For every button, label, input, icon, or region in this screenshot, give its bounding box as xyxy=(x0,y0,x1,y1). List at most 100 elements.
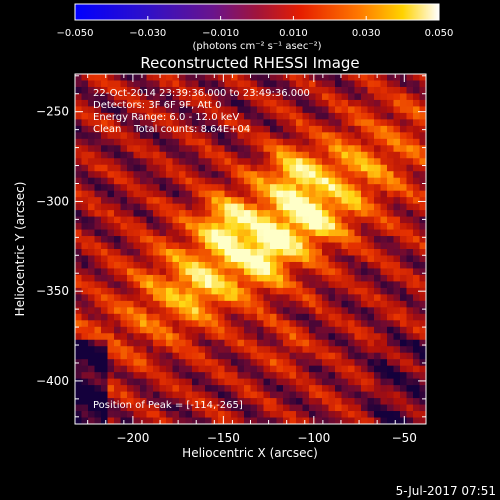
heatmap-cell xyxy=(250,255,258,263)
heatmap-cell xyxy=(159,255,167,263)
heatmap-cell xyxy=(263,261,271,270)
heatmap-cell xyxy=(374,125,382,133)
heatmap-cell xyxy=(140,74,148,82)
heatmap-cell xyxy=(354,346,362,354)
heatmap-cell xyxy=(315,346,323,354)
heatmap-cell xyxy=(335,268,343,276)
heatmap-cell xyxy=(400,294,408,302)
heatmap-cell xyxy=(419,398,426,406)
heatmap-cell xyxy=(107,313,115,321)
heatmap-cell xyxy=(257,203,265,211)
heatmap-cell xyxy=(276,80,284,88)
heatmap-cell xyxy=(250,158,258,166)
heatmap-cell xyxy=(153,242,161,250)
heatmap-cell xyxy=(302,151,310,159)
heatmap-cell xyxy=(270,398,278,406)
heatmap-cell xyxy=(237,99,245,108)
heatmap-cell xyxy=(302,398,310,406)
heatmap-cell xyxy=(302,229,310,237)
heatmap-cell xyxy=(400,216,408,224)
heatmap-cell xyxy=(335,307,343,315)
heatmap-cell xyxy=(153,398,161,406)
heatmap-cell xyxy=(322,216,330,224)
heatmap-cell xyxy=(367,255,375,263)
heatmap-cell xyxy=(94,190,102,198)
heatmap-cell xyxy=(166,378,174,386)
heatmap-cell xyxy=(107,261,115,270)
heatmap-cell xyxy=(88,151,96,159)
heatmap-cell xyxy=(127,151,135,159)
heatmap-cell xyxy=(133,80,141,88)
heatmap-cell xyxy=(231,385,239,393)
heatmap-cell xyxy=(179,112,187,120)
heatmap-cell xyxy=(231,119,239,127)
heatmap-cell xyxy=(335,216,343,224)
heatmap-cell xyxy=(166,300,174,308)
heatmap-cell xyxy=(380,210,388,218)
heatmap-cell xyxy=(322,385,330,393)
heatmap-cell xyxy=(101,158,109,166)
heatmap-cell xyxy=(393,151,401,159)
heatmap-cell xyxy=(237,132,245,140)
heatmap-cell xyxy=(322,86,330,95)
heatmap-cell xyxy=(419,313,426,321)
heatmap-cell xyxy=(179,313,187,321)
heatmap-cell xyxy=(302,99,310,108)
heatmap-cell xyxy=(315,138,323,146)
heatmap-cell xyxy=(75,307,83,315)
heatmap-cell xyxy=(348,171,356,179)
heatmap-cell xyxy=(315,229,323,237)
heatmap-cell xyxy=(328,255,336,263)
heatmap-cell xyxy=(133,99,141,108)
heatmap-cell xyxy=(205,411,213,419)
heatmap-cell xyxy=(172,287,180,295)
heatmap-cell xyxy=(159,138,167,146)
heatmap-cell xyxy=(140,190,148,198)
heatmap-cell xyxy=(270,132,278,140)
heatmap-cell xyxy=(94,203,102,211)
heatmap-cell xyxy=(250,229,258,237)
heatmap-cell xyxy=(419,378,426,386)
heatmap-cell xyxy=(361,294,369,302)
heatmap-cell xyxy=(387,158,395,166)
heatmap-cell xyxy=(237,339,245,347)
heatmap-cell xyxy=(374,138,382,146)
heatmap-cell xyxy=(361,99,369,108)
heatmap-cell xyxy=(140,391,148,399)
heatmap-cell xyxy=(114,339,122,347)
heatmap-cell xyxy=(354,352,362,360)
heatmap-cell xyxy=(354,236,362,244)
heatmap-cell xyxy=(166,268,174,276)
heatmap-cell xyxy=(211,106,219,114)
heatmap-cell xyxy=(322,398,330,406)
heatmap-cell xyxy=(231,359,239,367)
annotation-clean-counts: Clean Total counts: 8.64E+04 xyxy=(93,124,250,135)
heatmap-cell xyxy=(302,359,310,367)
heatmap-cell xyxy=(185,391,193,399)
heatmap-cell xyxy=(107,391,115,399)
heatmap-cell xyxy=(263,398,271,406)
heatmap-cell xyxy=(276,365,284,373)
heatmap-cell xyxy=(192,417,200,424)
heatmap-cell xyxy=(380,106,388,114)
heatmap-cell xyxy=(179,391,187,399)
heatmap-cell xyxy=(250,190,258,198)
heatmap-cell xyxy=(179,80,187,88)
heatmap-cell xyxy=(192,326,200,334)
heatmap-cell xyxy=(231,300,239,308)
heatmap-cell xyxy=(127,281,135,289)
heatmap-cell xyxy=(140,417,148,424)
heatmap-cell xyxy=(328,177,336,185)
heatmap-cell xyxy=(218,391,226,399)
heatmap-cell xyxy=(127,171,135,179)
heatmap-cell xyxy=(218,372,226,380)
heatmap-cell xyxy=(315,80,323,88)
heatmap-cell xyxy=(328,203,336,211)
heatmap-cell xyxy=(133,255,141,263)
heatmap-cell xyxy=(328,346,336,354)
heatmap-cell xyxy=(322,287,330,295)
heatmap-cell xyxy=(88,112,96,120)
heatmap-cell xyxy=(179,365,187,373)
heatmap-cell xyxy=(94,300,102,308)
heatmap-cell xyxy=(153,313,161,321)
